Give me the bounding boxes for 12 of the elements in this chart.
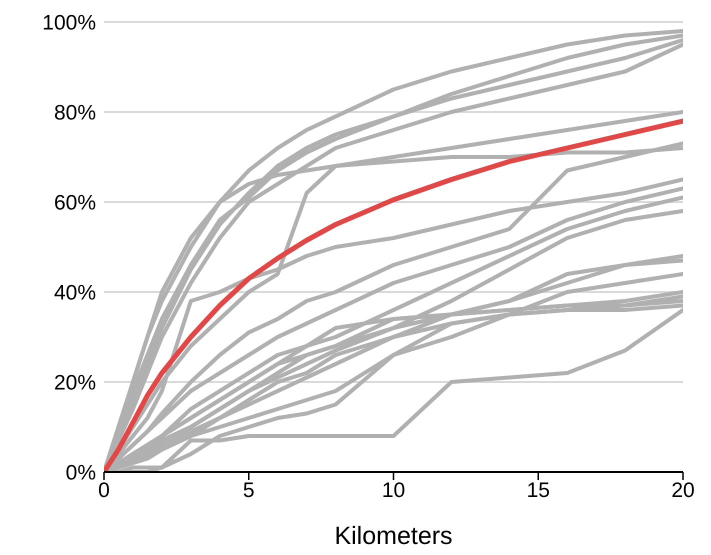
y-tick-label: 80% — [54, 101, 96, 124]
x-tick-label: 0 — [98, 478, 110, 502]
x-tick-label: 15 — [526, 478, 550, 502]
y-tick-label: 60% — [54, 191, 96, 214]
y-tick-label: 100% — [42, 11, 96, 34]
x-tick-label: 10 — [382, 478, 406, 502]
y-tick-label: 40% — [54, 281, 96, 304]
y-tick-label: 20% — [54, 371, 96, 394]
y-tick-label: 0% — [66, 461, 96, 484]
x-tick-label: 20 — [671, 478, 695, 502]
x-tick-label: 5 — [242, 478, 255, 502]
x-axis-title: Kilometers — [334, 522, 453, 550]
